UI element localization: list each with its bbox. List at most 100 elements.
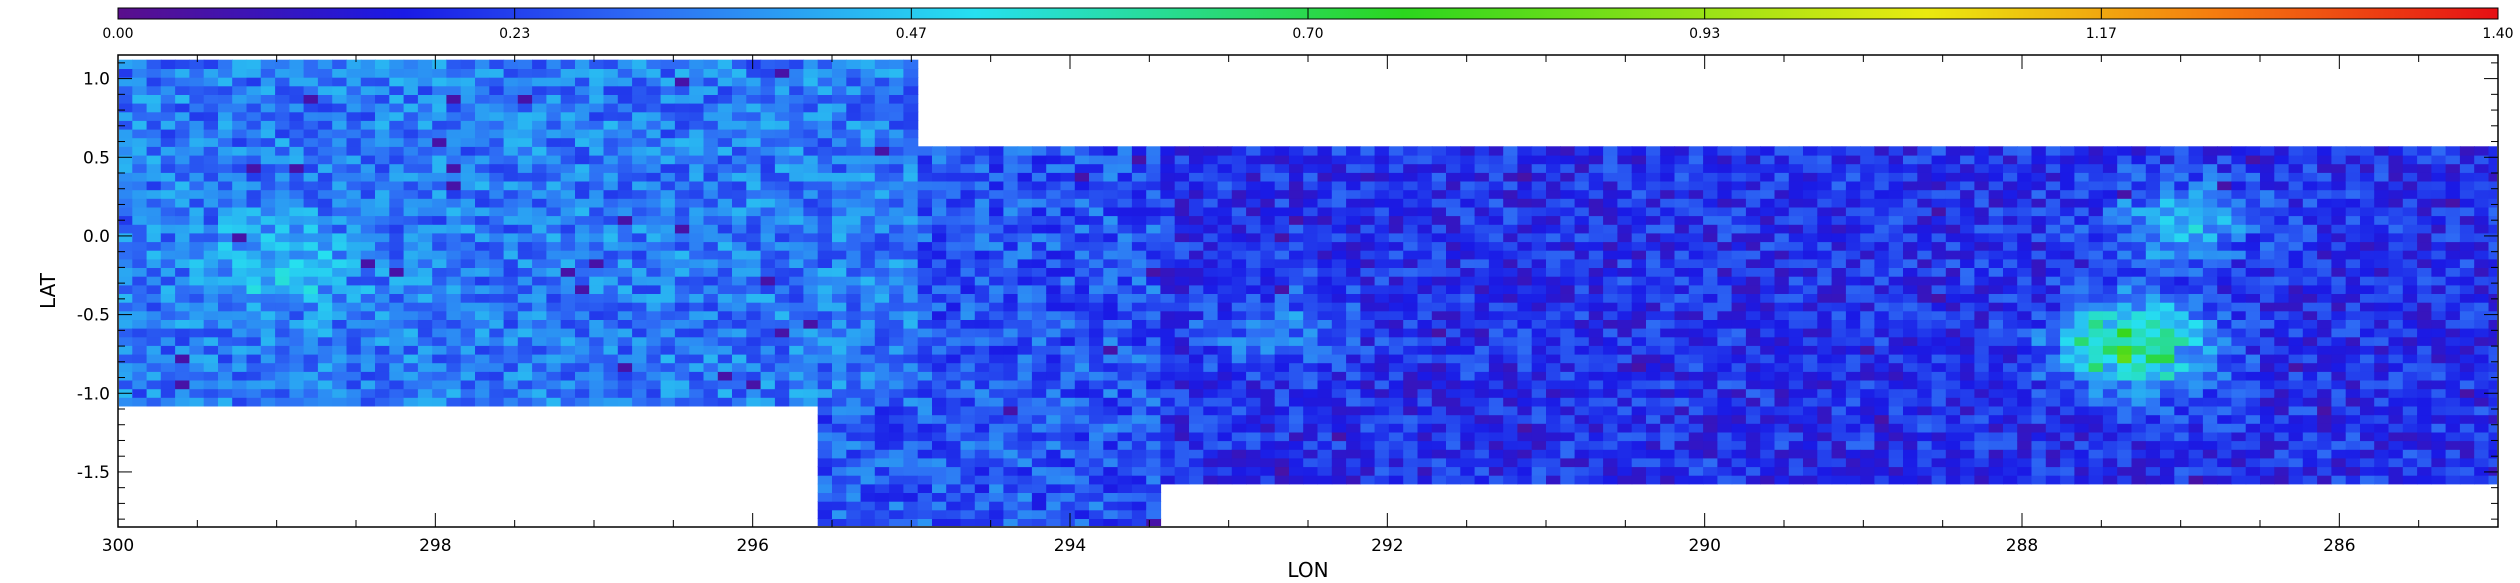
heatmap-cell (532, 258, 547, 268)
heatmap-cell (332, 94, 348, 104)
heatmap-cell (832, 405, 847, 416)
heatmap-cell (1517, 388, 1533, 398)
heatmap-cell (403, 267, 419, 277)
heatmap-cell (275, 362, 290, 372)
heatmap-cell (260, 120, 276, 130)
heatmap-cell (1246, 457, 1261, 468)
heatmap-cell (646, 293, 662, 303)
heatmap-cell (1745, 224, 1761, 234)
heatmap-cell (1674, 388, 1690, 398)
heatmap-cell (1117, 328, 1133, 338)
heatmap-cell (1517, 362, 1533, 372)
heatmap-cell (1388, 232, 1404, 243)
heatmap-cell (903, 328, 919, 338)
heatmap-cell (846, 457, 862, 468)
heatmap-cell (1760, 154, 1776, 165)
heatmap-cell (232, 250, 248, 260)
heatmap-cell (189, 120, 205, 130)
heatmap-cell (1603, 336, 1618, 346)
heatmap-cell (1203, 371, 1219, 381)
heatmap-cell (503, 111, 519, 121)
heatmap-cell (275, 345, 290, 355)
heatmap-cell (203, 111, 219, 121)
heatmap-cell (1174, 154, 1190, 165)
heatmap-cell (1303, 466, 1319, 476)
heatmap-cell (1717, 336, 1733, 346)
heatmap-cell (503, 232, 519, 243)
heatmap-cell (1360, 319, 1376, 329)
heatmap-cell (917, 483, 933, 493)
heatmap-cell (275, 284, 290, 294)
heatmap-cell (832, 397, 847, 407)
heatmap-cell (1189, 449, 1204, 459)
heatmap-cell (760, 328, 776, 338)
heatmap-cell (760, 310, 776, 320)
heatmap-cell (175, 241, 190, 251)
heatmap-cell (1660, 232, 1676, 243)
heatmap-cell (475, 371, 490, 381)
heatmap-cell (175, 379, 190, 390)
heatmap-cell (674, 77, 690, 87)
heatmap-cell (1131, 336, 1147, 346)
heatmap-cell (1417, 232, 1433, 243)
heatmap-cell (1131, 379, 1147, 390)
heatmap-cell (1346, 449, 1361, 459)
heatmap-cell (475, 388, 490, 398)
heatmap-cell (832, 258, 847, 268)
heatmap-cell (1446, 276, 1461, 286)
heatmap-cell (1346, 232, 1361, 243)
heatmap-cell (746, 120, 762, 130)
heatmap-cell (646, 258, 662, 268)
heatmap-cell (1346, 163, 1361, 173)
heatmap-cell (532, 328, 547, 338)
heatmap-cell (218, 189, 233, 199)
heatmap-cell (789, 85, 805, 95)
heatmap-cell (1460, 215, 1476, 225)
heatmap-cell (1703, 328, 1718, 338)
heatmap-cell (989, 518, 1004, 526)
heatmap-cell (1817, 449, 1833, 459)
heatmap-cell (317, 276, 333, 286)
heatmap-cell (1060, 353, 1076, 364)
heatmap-cell (832, 77, 847, 87)
heatmap-cell (960, 258, 976, 268)
heatmap-cell (1488, 180, 1504, 191)
heatmap-cell (1303, 388, 1319, 398)
heatmap-cell (532, 336, 547, 346)
heatmap-cell (1331, 431, 1347, 442)
heatmap-cell (1017, 198, 1033, 208)
heatmap-cell (1731, 423, 1747, 433)
heatmap-cell (1817, 154, 1833, 165)
heatmap-cell (1774, 302, 1790, 312)
heatmap-cell (560, 302, 576, 312)
heatmap-cell (846, 319, 862, 329)
heatmap-cell (932, 206, 947, 217)
heatmap-cell (1488, 440, 1504, 450)
heatmap-cell (460, 345, 476, 355)
heatmap-cell (832, 85, 847, 95)
heatmap-cell (860, 224, 876, 234)
heatmap-cell (1503, 388, 1519, 398)
heatmap-cell (1360, 457, 1376, 468)
heatmap-cell (1146, 362, 1162, 372)
heatmap-cell (1017, 172, 1033, 182)
heatmap-cell (1060, 310, 1076, 320)
heatmap-cell (1646, 362, 1661, 372)
heatmap-cell (1346, 475, 1361, 485)
heatmap-cell (974, 518, 990, 526)
heatmap-cell (960, 509, 976, 519)
heatmap-cell (774, 128, 790, 139)
heatmap-cell (946, 483, 962, 493)
heatmap-cell (119, 293, 133, 303)
heatmap-cell (974, 241, 990, 251)
heatmap-cell (1660, 189, 1676, 199)
heatmap-cell (1246, 423, 1261, 433)
heatmap-cell (617, 198, 633, 208)
heatmap-cell (1089, 180, 1104, 191)
heatmap-cell (717, 137, 733, 147)
heatmap-cell (1017, 267, 1033, 277)
heatmap-cell (1560, 371, 1576, 381)
heatmap-cell (817, 457, 833, 468)
heatmap-cell (1146, 328, 1162, 338)
heatmap-cell (532, 276, 547, 286)
